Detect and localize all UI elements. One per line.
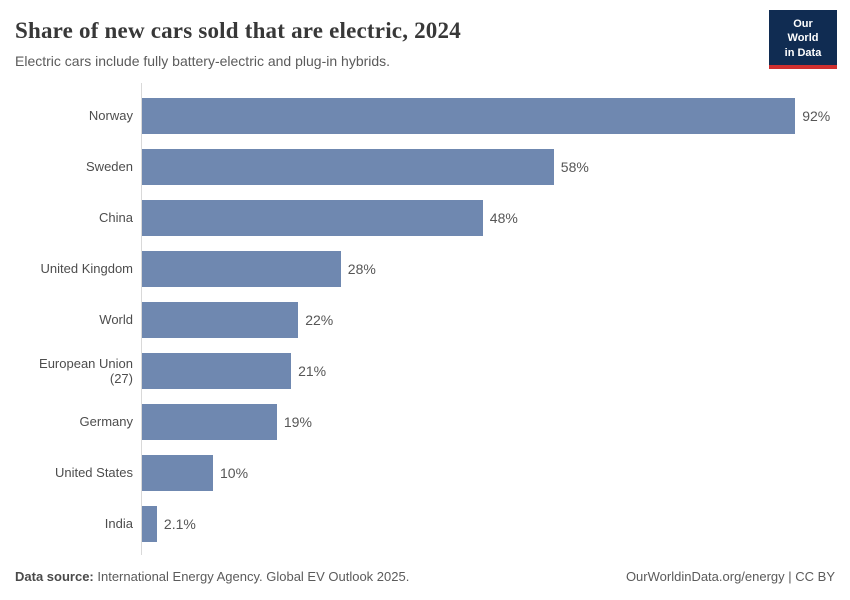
bar-row: India 2.1% — [15, 498, 835, 549]
category-label: Norway — [88, 108, 133, 123]
chart-subtitle: Electric cars include fully battery-elec… — [15, 53, 391, 69]
value-label: 10% — [220, 464, 249, 481]
bar-track: 2.1% — [133, 498, 835, 549]
chart-title: Share of new cars sold that are electric… — [15, 18, 461, 43]
credit-link[interactable]: OurWorldinData.org/energy | CC BY — [625, 569, 835, 584]
bar-track: 58% — [133, 141, 835, 192]
bar-row: Germany 19% — [15, 396, 835, 447]
data-source-label: Data source: — [15, 569, 94, 584]
bar[interactable] — [142, 454, 213, 491]
bar-track: 10% — [133, 447, 835, 498]
bar[interactable] — [142, 403, 277, 440]
owid-logo[interactable]: Our World in Data — [769, 10, 837, 69]
bar-track: 92% — [133, 90, 835, 141]
category-label: Germany — [79, 414, 133, 429]
bar[interactable] — [142, 301, 299, 338]
bar[interactable] — [142, 97, 796, 134]
data-source-note: Data source: International Energy Agency… — [15, 569, 409, 584]
bar-row: United States 10% — [15, 447, 835, 498]
chart-footer: Data source: International Energy Agency… — [15, 569, 835, 588]
bar-track: 28% — [133, 243, 835, 294]
bar-row: China 48% — [15, 192, 835, 243]
bar-chart: Norway 92% Sweden 58% China 48% United Kingdom… — [15, 83, 835, 555]
data-source-text: International Energy Agency. Global EV O… — [93, 569, 410, 584]
owid-logo-line2: in Data — [784, 46, 822, 59]
bar[interactable] — [142, 199, 483, 236]
y-axis-line — [141, 83, 142, 555]
bar-row: Norway 92% — [15, 90, 835, 141]
category-label: Sweden — [86, 159, 133, 174]
bar-track: 48% — [133, 192, 835, 243]
owid-logo-line1: Our World — [787, 18, 819, 45]
bar-row: United Kingdom 28% — [15, 243, 835, 294]
chart-rows: Norway 92% Sweden 58% China 48% United Kingdom… — [15, 90, 835, 549]
bar[interactable] — [142, 505, 157, 542]
bar-row: Sweden 58% — [15, 141, 835, 192]
category-label: European Union (27) — [39, 355, 133, 386]
value-label: 92% — [802, 107, 831, 124]
category-label: India — [104, 516, 133, 531]
value-label: 48% — [489, 209, 518, 226]
value-label: 21% — [298, 362, 327, 379]
bar-track: 21% — [133, 345, 835, 396]
bar-row: World 22% — [15, 294, 835, 345]
bar[interactable] — [142, 352, 292, 389]
category-label: United Kingdom — [40, 261, 134, 276]
value-label: 58% — [560, 158, 589, 175]
value-label: 2.1% — [163, 515, 196, 532]
chart-header: Share of new cars sold that are electric… — [15, 10, 837, 69]
bar-track: 19% — [133, 396, 835, 447]
bar[interactable] — [142, 148, 554, 185]
category-label: World — [99, 312, 133, 327]
value-label: 19% — [283, 413, 312, 430]
category-label: China — [99, 210, 133, 225]
value-label: 22% — [305, 311, 334, 328]
category-label: United States — [54, 465, 133, 480]
bar[interactable] — [142, 250, 341, 287]
value-label: 28% — [347, 260, 376, 277]
bar-track: 22% — [133, 294, 835, 345]
bar-row: European Union (27) 21% — [15, 345, 835, 396]
